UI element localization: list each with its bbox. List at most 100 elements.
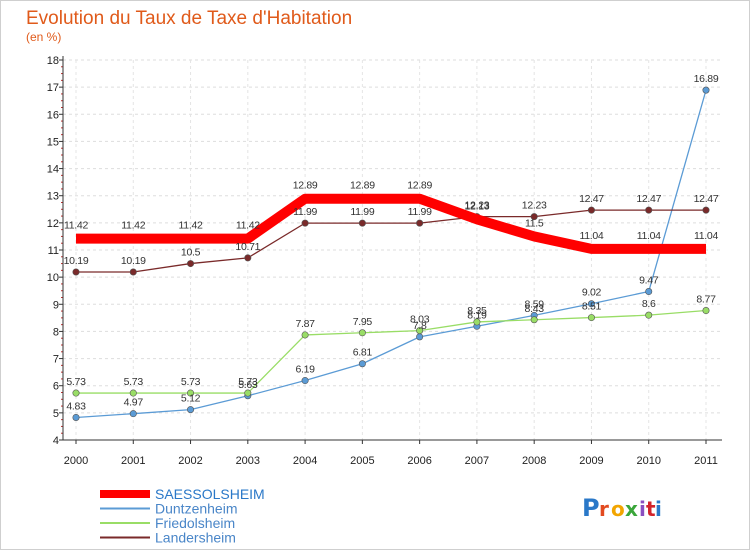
data-point: [587, 206, 595, 214]
y-tick-label: 12: [47, 218, 59, 230]
data-label: 11.04: [694, 230, 718, 242]
y-tick-label: 7: [53, 354, 59, 366]
y-tick-label: 5: [53, 408, 59, 420]
data-point: [473, 318, 481, 326]
data-label: 12.89: [293, 180, 318, 192]
data-label: 8.35: [467, 305, 487, 317]
data-label: 11.04: [579, 230, 603, 242]
legend-label: Landersheim: [155, 530, 236, 546]
logo-letter: t: [646, 497, 656, 521]
data-label: 11.99: [408, 206, 432, 218]
data-label: 11.04: [637, 230, 661, 242]
data-point: [129, 268, 137, 276]
x-tick-label: 2005: [350, 455, 374, 467]
series-line-duntzenheim: [75, 89, 707, 419]
y-tick-label: 15: [47, 136, 59, 148]
data-point: [530, 213, 538, 221]
data-point: [645, 206, 653, 214]
data-label: 12.47: [636, 193, 661, 205]
logo-letter: P: [582, 494, 600, 522]
x-tick-label: 2004: [293, 455, 317, 467]
data-label: 5.73: [238, 376, 258, 388]
data-point: [645, 311, 653, 319]
data-point: [587, 314, 595, 322]
data-point: [416, 327, 424, 335]
chart-subtitle: (en %): [26, 30, 61, 44]
data-point: [645, 288, 653, 296]
y-tick-label: 14: [47, 164, 59, 176]
data-label: 10.19: [121, 255, 146, 267]
data-label: 11.42: [121, 220, 145, 232]
axes: 4 5 6 7 8 9 10 11 12 13 14 15 16 17 18 2000 2001 2002 2003…: [47, 55, 722, 467]
data-label: 5.73: [66, 376, 86, 388]
data-point: [187, 389, 195, 397]
logo-letter: i: [639, 497, 646, 521]
legend-label: Friedolsheim: [155, 515, 235, 531]
data-point: [301, 377, 309, 385]
x-tick-label: 2009: [579, 455, 603, 467]
data-label: 8.43: [525, 303, 545, 315]
data-point: [72, 413, 80, 421]
data-label: 12.23: [465, 200, 490, 212]
data-label: 11.42: [64, 220, 88, 232]
data-label: 12.13: [465, 200, 490, 212]
data-point: [129, 389, 137, 397]
data-label: 11.42: [236, 220, 260, 232]
data-label: 5.73: [181, 376, 201, 388]
x-tick-label: 2001: [121, 455, 145, 467]
y-tick-label: 11: [48, 245, 59, 257]
data-point: [702, 307, 710, 315]
x-tick-label: 2011: [694, 455, 718, 467]
data-label: 9.47: [639, 275, 659, 287]
data-label: 5.73: [124, 376, 144, 388]
data-label: 11.99: [293, 206, 317, 218]
data-label: 7.95: [353, 316, 373, 328]
series-line-friedolsheim: [76, 309, 707, 394]
y-tick-label: 16: [47, 109, 59, 121]
x-tick-label: 2000: [64, 455, 88, 467]
data-point: [358, 360, 366, 368]
data-point: [416, 219, 424, 227]
data-point: [72, 268, 80, 276]
x-tick-label: 2006: [407, 455, 431, 467]
data-point: [129, 410, 137, 418]
data-label: 11.5: [525, 217, 544, 229]
logo-letter: x: [625, 497, 638, 521]
legend: SAESSOLSHEIMDuntzenheimFriedolsheimLande…: [100, 486, 265, 546]
logo-letter: o: [611, 497, 625, 521]
data-label: 12.89: [350, 180, 375, 192]
x-tick-label: 2010: [636, 455, 660, 467]
data-point: [244, 389, 252, 397]
y-tick-label: 18: [47, 55, 59, 67]
data-label: 12.47: [694, 193, 719, 205]
data-label: 6.19: [295, 364, 315, 376]
y-tick-label: 13: [47, 191, 59, 203]
data-point: [187, 406, 195, 414]
data-label: 8.03: [410, 314, 430, 326]
logo-letter: r: [599, 497, 609, 521]
x-tick-label: 2003: [236, 455, 260, 467]
data-label: 4.97: [124, 397, 144, 409]
data-labels: 4.83 4.97 5.12 5.63 6.19 6.81 7.8 8.19 8.59 9.02 9…: [64, 73, 720, 412]
data-label: 8.51: [582, 301, 602, 313]
data-label: 8.59: [525, 298, 545, 310]
y-tick-label: 17: [47, 82, 59, 94]
data-label: 10.5: [181, 247, 201, 259]
x-tick-label: 2002: [178, 455, 202, 467]
data-label: 10.19: [64, 255, 89, 267]
data-label: 11.42: [179, 220, 203, 232]
data-label: 8.6: [642, 298, 656, 310]
series-line-saessolsheim: [76, 193, 706, 254]
legend-label: Duntzenheim: [155, 501, 238, 517]
data-label: 12.23: [522, 200, 547, 212]
data-point: [301, 331, 309, 339]
y-tick-label: 9: [53, 299, 59, 311]
data-label: 6.81: [353, 347, 373, 359]
data-label: 5.63: [238, 379, 258, 391]
x-tick-label: 2008: [522, 455, 546, 467]
data-label: 9.02: [582, 287, 602, 299]
data-label: 10.71: [235, 241, 260, 253]
data-label: 11.99: [350, 206, 374, 218]
